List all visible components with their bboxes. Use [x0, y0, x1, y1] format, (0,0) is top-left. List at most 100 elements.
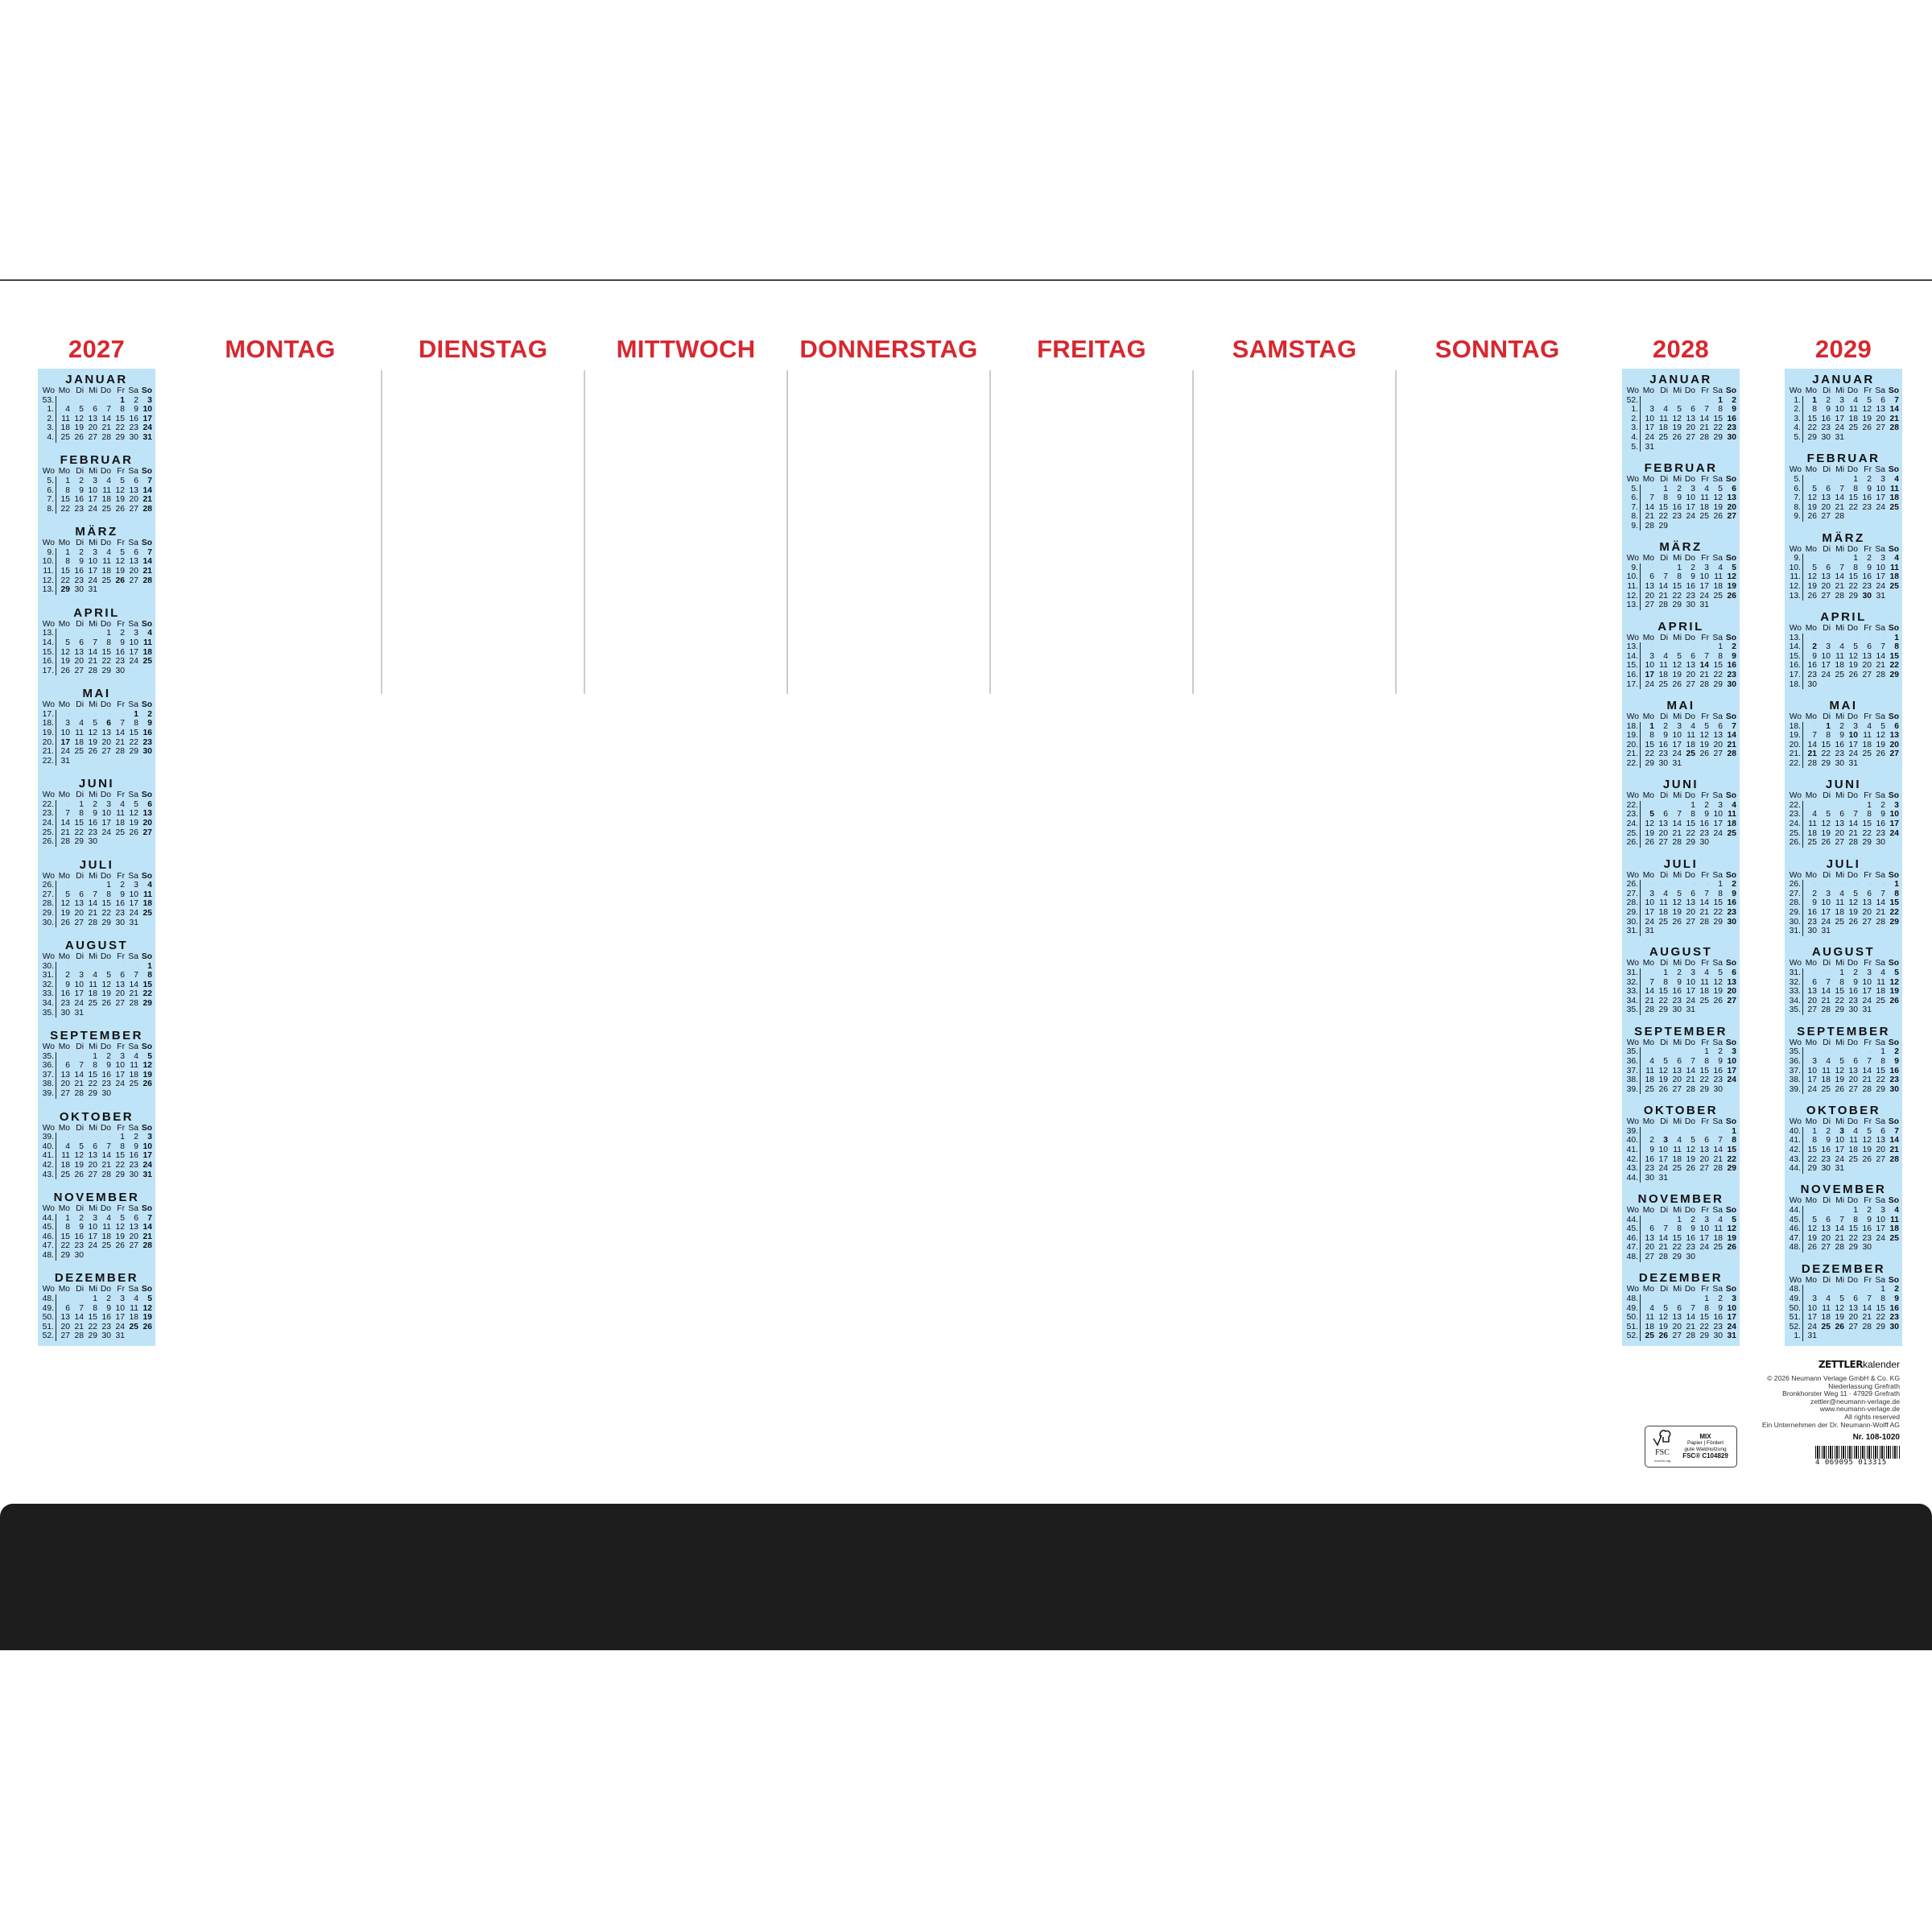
- weekday-label: Mo: [1805, 791, 1817, 801]
- day-cell: 22: [1889, 907, 1899, 917]
- day-cell: 29: [1672, 1253, 1682, 1262]
- day-cell: 23: [129, 423, 138, 433]
- day-cell: -: [1651, 642, 1654, 652]
- day-cell: 17: [1876, 1224, 1885, 1234]
- day-cell: -: [1827, 1285, 1831, 1294]
- week-number: 45: [1625, 1224, 1641, 1234]
- day-cell: 8: [1853, 484, 1858, 493]
- day-cell: 26: [60, 918, 70, 927]
- weekday-label: Wo: [1789, 1117, 1802, 1127]
- day-cell: 5: [147, 1051, 152, 1061]
- day-cell: 25: [1848, 1154, 1858, 1164]
- day-cell: 6: [1867, 642, 1872, 652]
- day-cell: 19: [1862, 1145, 1872, 1154]
- day-cell: 21: [60, 828, 70, 837]
- week-row: 19 8 9 10 11 12 13 14: [1625, 731, 1736, 741]
- weekday-label: Mo: [1642, 633, 1654, 642]
- weekday-label: So: [141, 539, 152, 548]
- day-cell: 6: [65, 1061, 70, 1071]
- week-number: 13: [1788, 591, 1803, 601]
- day-cell: 5: [1690, 1136, 1695, 1146]
- weekday-label: Do: [1684, 554, 1695, 564]
- day-cell: -: [67, 961, 70, 971]
- weekday-label: So: [1725, 1038, 1736, 1047]
- weekday-label: Fr: [117, 386, 125, 395]
- article-number: Nr. 108-1020: [1852, 1433, 1900, 1442]
- day-cell: 30: [129, 1170, 138, 1179]
- week-number: 40: [1625, 1136, 1641, 1146]
- day-cell: 22: [1713, 907, 1723, 917]
- day-cell: 27: [1713, 749, 1723, 759]
- day-cell: 12: [1672, 414, 1682, 423]
- week-number: 38: [41, 1080, 56, 1090]
- weekday-label: Mi: [1835, 386, 1844, 395]
- day-cell: 7: [1880, 642, 1885, 652]
- day-cell: 28: [1686, 1084, 1695, 1094]
- weekday-header-row: Wo Mo Di Mi Do Fr Sa So: [1788, 712, 1899, 722]
- weekday-label: Mi: [89, 700, 97, 710]
- day-cell: 15: [1807, 1145, 1817, 1154]
- month-title: JUNI: [1662, 778, 1699, 792]
- day-cell: 11: [75, 728, 84, 737]
- weekday-label: Sa: [1712, 959, 1723, 968]
- day-cell: 11: [61, 414, 70, 423]
- week-number: 29: [41, 909, 56, 919]
- day-cell: 21: [88, 909, 97, 918]
- day-cell: 22: [88, 1080, 97, 1089]
- day-cell: 3: [1704, 1215, 1709, 1224]
- day-cell: 6: [120, 971, 125, 980]
- day-cell: 21: [1889, 414, 1899, 423]
- weekday-label: Di: [1823, 791, 1831, 801]
- week-number: 37: [1788, 1066, 1803, 1076]
- week-row: 44 29 30 31: [1788, 1164, 1899, 1174]
- day-cell: 1: [120, 395, 125, 405]
- day-cell: 7: [106, 1141, 111, 1151]
- day-cell: 14: [1876, 651, 1885, 661]
- day-cell: -: [1706, 642, 1709, 652]
- day-cell: 3: [1732, 1294, 1736, 1303]
- week-number: 42: [1625, 1154, 1641, 1165]
- day-cell: 3: [106, 799, 111, 809]
- weekday-label: Wo: [1626, 791, 1639, 801]
- week-row: 26 25 26 27 28 29 30: [1788, 838, 1899, 848]
- day-cell: 11: [1659, 661, 1668, 671]
- week-number: 12: [1788, 582, 1803, 592]
- day-cell: 20: [142, 818, 152, 828]
- day-cell: 16: [1727, 898, 1736, 908]
- day-cell: -: [1678, 642, 1682, 652]
- day-cell: 20: [1686, 670, 1695, 679]
- day-cell: 12: [74, 1151, 84, 1161]
- month-title: SEPTEMBER: [50, 1029, 143, 1043]
- day-cell: 24: [1645, 679, 1654, 689]
- day-cell: 30: [1686, 601, 1695, 610]
- week-row: 15 10 11 12 13 14 15 16: [1625, 661, 1736, 671]
- day-cell: 9: [1867, 563, 1872, 572]
- day-cell: 17: [115, 1070, 125, 1080]
- day-cell: -: [67, 1051, 70, 1061]
- day-cell: 9: [65, 980, 70, 989]
- day-cell: 13: [129, 485, 138, 495]
- day-cell: 26: [115, 504, 125, 514]
- weekday-label: Mi: [1673, 791, 1682, 801]
- weekday-label: Mi: [1673, 870, 1682, 880]
- weekday-label: Fr: [117, 700, 125, 710]
- day-cell: 11: [1728, 810, 1736, 819]
- week-row: 28 9 10 11 12 13 14 15: [1788, 898, 1899, 908]
- day-cell: 2: [79, 1213, 84, 1223]
- day-cell: 7: [1894, 395, 1899, 405]
- week-number: 7: [1625, 502, 1641, 513]
- day-cell: 22: [60, 576, 70, 585]
- day-cell: 24: [1848, 749, 1858, 759]
- day-cell: 25: [1727, 828, 1736, 838]
- day-cell: 13: [1699, 1145, 1709, 1154]
- day-cell: 31: [1699, 601, 1709, 610]
- day-cell: 3: [1880, 474, 1885, 484]
- week-number: 48: [1625, 1294, 1641, 1304]
- day-cell: 20: [129, 1232, 138, 1241]
- weekday-label: Wo: [1626, 959, 1639, 968]
